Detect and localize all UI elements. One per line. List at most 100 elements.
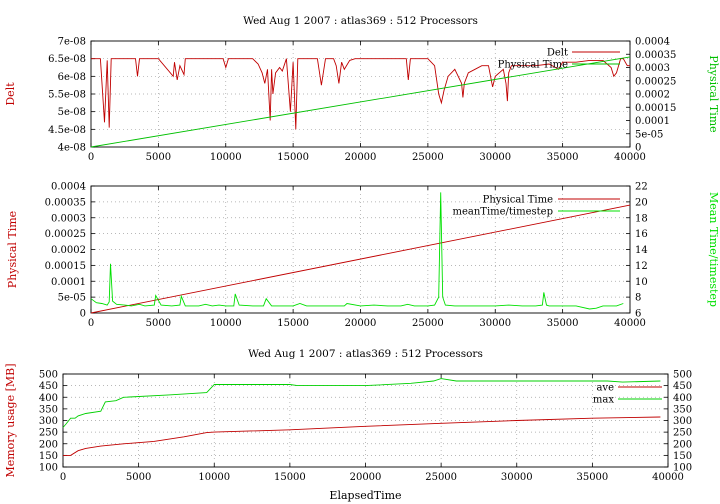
y2-tick-label: 0.0002 [635, 90, 670, 101]
legend-label: Delt [547, 48, 568, 59]
x-tick-label: 35000 [576, 472, 608, 483]
y2-tick-label: 0.0004 [635, 37, 670, 48]
x-tick-label: 40000 [652, 472, 684, 483]
series-line-max [62, 378, 661, 428]
plot-frame [62, 373, 669, 468]
y-tick-label: 450 [39, 381, 58, 392]
y2-tick-label: 0.00035 [635, 50, 676, 61]
chart-panel-3: 0 5000 10000 15000 20000 25000 30000 35000 40000… [4, 348, 692, 502]
y-tick-label: 7e-08 [58, 37, 86, 48]
y2-tick-label: 350 [673, 404, 692, 415]
x-tick-label: 25000 [412, 152, 444, 163]
x-tick-label: 15000 [274, 472, 306, 483]
x-tick-label: 30000 [479, 152, 511, 163]
y2-tick-label: 8 [635, 293, 641, 304]
x-tick-label: 40000 [614, 152, 646, 163]
series-line-physical-time [90, 56, 631, 148]
y-tick-label: 400 [39, 393, 58, 404]
y-tick-label: 150 [39, 451, 58, 462]
x-tick-label: 0 [88, 152, 94, 163]
y2-tick-label: 22 [635, 182, 648, 193]
x-tick-label: 30000 [479, 318, 511, 329]
series-line-meantime-timestep [90, 192, 624, 310]
x-tick-label: 10000 [210, 318, 242, 329]
y2-tick-label: 14 [635, 245, 648, 256]
y2-tick-label: 20 [635, 197, 648, 208]
x-tick-label: 40000 [614, 318, 646, 329]
x-tick-label: 35000 [547, 318, 579, 329]
x-tick-label: 20000 [345, 318, 377, 329]
y2-tick-label: 16 [635, 229, 648, 240]
legend-label: meanTime/timestep [452, 207, 553, 218]
y-tick-label: 0.00035 [45, 197, 86, 208]
y-tick-label: 0.00025 [45, 229, 86, 240]
y-tick-label: 4e-08 [58, 143, 86, 154]
y2-tick-label: 100 [673, 463, 692, 474]
y-tick-label: 0.0002 [51, 245, 86, 256]
x-tick-label: 15000 [277, 318, 309, 329]
y-tick-label: 5.5e-08 [48, 90, 86, 101]
plot-frame [90, 40, 631, 148]
x-tick-label: 10000 [198, 472, 230, 483]
chart-title: Wed Aug 1 2007 : atlas369 : 512 Processo… [248, 348, 483, 360]
x-tick-label: 20000 [350, 472, 382, 483]
y-tick-label: 6.5e-08 [48, 54, 86, 65]
y-tick-label: 300 [39, 416, 58, 427]
x-tick-label: 25000 [412, 318, 444, 329]
plot-frame [90, 185, 631, 314]
y-axis-label: Delt [4, 82, 17, 106]
y-tick-label: 0.00015 [45, 261, 86, 272]
x-tick-label: 0 [88, 318, 94, 329]
y-tick-label: 200 [39, 439, 58, 450]
legend-label: Physical Time [483, 195, 553, 206]
series-line-ave [63, 416, 661, 456]
series-line-delt [91, 58, 630, 130]
y2-tick-label: 300 [673, 416, 692, 427]
y-tick-label: 5e-05 [58, 293, 86, 304]
y-tick-label: 0 [80, 309, 86, 320]
y-tick-label: 250 [39, 428, 58, 439]
y-axis-label: Physical Time [6, 211, 19, 288]
y-tick-label: 4.5e-08 [48, 125, 86, 136]
x-tick-label: 25000 [425, 472, 457, 483]
legend-label: ave [596, 383, 614, 394]
y2-tick-label: 200 [673, 439, 692, 450]
y2-tick-label: 250 [673, 428, 692, 439]
y2-tick-label: 12 [635, 261, 648, 272]
legend-label: Physical Time [498, 60, 568, 71]
y2-tick-label: 10 [635, 277, 648, 288]
x-axis-label: ElapsedTime [329, 489, 401, 502]
y2-tick-label: 0.00025 [635, 76, 676, 87]
x-tick-label: 35000 [547, 152, 579, 163]
x-tick-label: 15000 [277, 152, 309, 163]
x-tick-label: 5000 [146, 318, 171, 329]
chart-panel-2: 0 5000 10000 15000 20000 25000 30000 35000 40000… [6, 182, 720, 330]
y-tick-label: 6e-08 [58, 72, 86, 83]
x-tick-label: 20000 [345, 152, 377, 163]
y-tick-label: 350 [39, 404, 58, 415]
x-tick-label: 0 [60, 472, 66, 483]
x-tick-label: 5000 [126, 472, 151, 483]
y-axis-label: Memory usage [MB] [4, 363, 17, 477]
y2-axis-label: Mean Time/timestep [707, 192, 720, 307]
series-line-physical-time [90, 204, 631, 314]
y2-tick-label: 6 [635, 309, 641, 320]
y-tick-label: 5e-08 [58, 107, 86, 118]
y2-tick-label: 450 [673, 381, 692, 392]
y2-tick-label: 0.0003 [635, 63, 670, 74]
y2-tick-label: 0.00015 [635, 103, 676, 114]
chart-title: Wed Aug 1 2007 : atlas369 : 512 Processo… [243, 15, 478, 27]
legend-label: max [593, 395, 614, 406]
chart-panel-1: 0 5000 10000 15000 20000 25000 30000 35000 40000… [4, 15, 720, 163]
y-tick-label: 0.0001 [51, 277, 86, 288]
y-tick-label: 100 [39, 463, 58, 474]
y-tick-label: 0.0003 [51, 213, 86, 224]
y2-axis-label: Physical Time [707, 55, 720, 132]
y2-tick-label: 0 [635, 143, 641, 154]
x-tick-label: 10000 [210, 152, 242, 163]
y-tick-label: 0.0004 [51, 182, 86, 193]
y2-tick-label: 400 [673, 393, 692, 404]
y2-tick-label: 500 [673, 370, 692, 381]
y2-tick-label: 5e-05 [635, 129, 663, 140]
